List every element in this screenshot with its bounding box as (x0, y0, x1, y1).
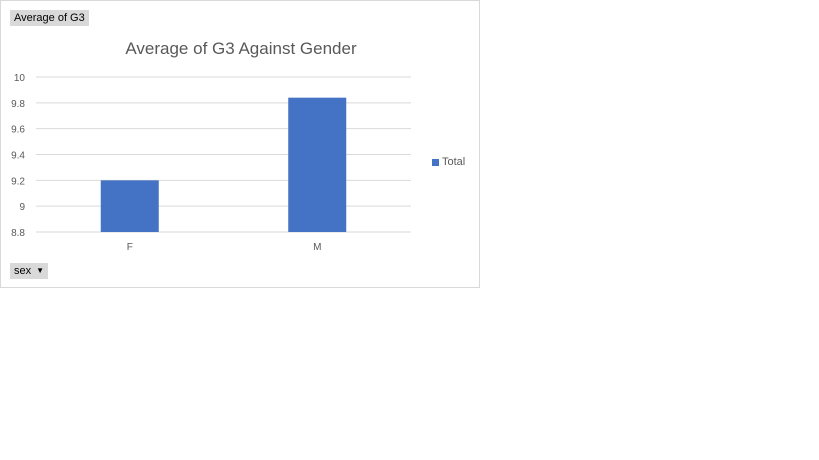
chart-legend: Total (432, 156, 465, 168)
dropdown-arrow-icon: ▼ (36, 266, 45, 275)
bar-f (100, 180, 159, 232)
legend-label-total: Total (442, 156, 466, 168)
x-tick-label: F (127, 242, 133, 253)
x-tick-label: M (313, 242, 321, 253)
bar-chart-plot: 8.8 9 9.2 9.4 9.6 9.8 10 F M (11, 73, 411, 253)
y-tick-label: 9.2 (11, 176, 25, 187)
chart-title: Average of G3 Against Gender (125, 39, 357, 58)
legend-swatch-total (432, 158, 439, 166)
y-tick-label: 9.8 (11, 99, 25, 110)
y-tick-label: 8.8 (11, 228, 25, 239)
y-tick-label: 9.6 (11, 125, 25, 136)
y-tick-label: 9.4 (11, 151, 25, 162)
bar-m (288, 97, 347, 233)
value-field-button[interactable]: Average of G3 (10, 10, 89, 26)
y-tick-label: 9 (19, 202, 25, 213)
axis-field-label: sex (14, 265, 32, 277)
sex-filter-button[interactable]: sex ▼ (10, 263, 49, 279)
pivot-chart[interactable]: Average of G3 Average of G3 Against Gend… (0, 0, 480, 288)
y-tick-label: 10 (14, 73, 26, 84)
